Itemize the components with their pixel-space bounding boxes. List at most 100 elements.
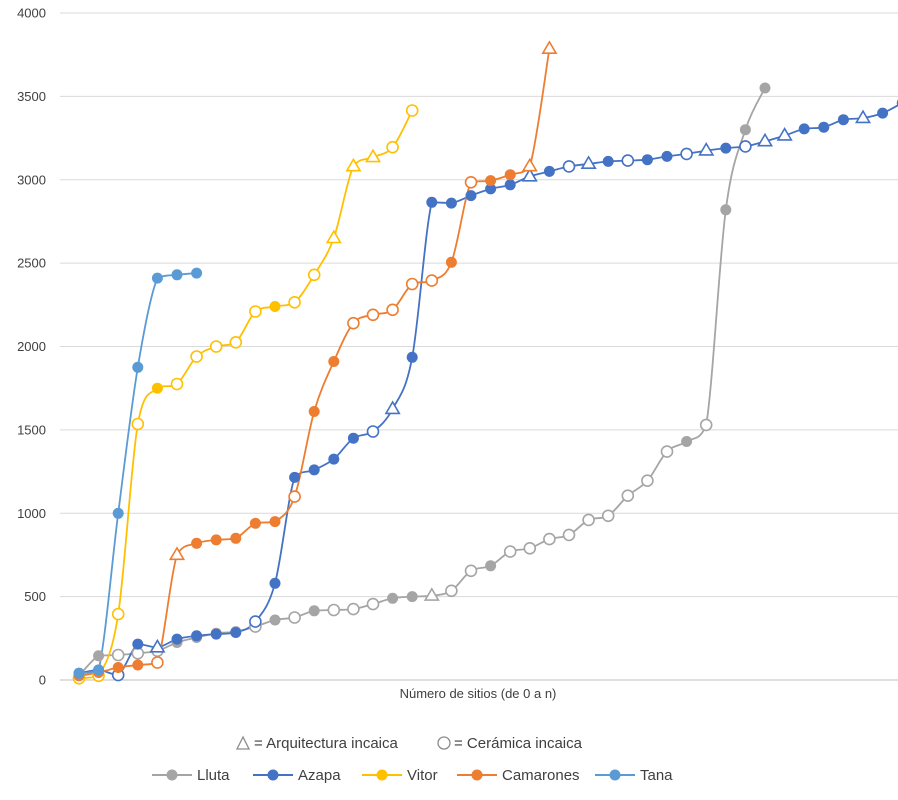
point-azapa-20: [465, 190, 477, 202]
point-azapa-40-triangle: [855, 109, 871, 124]
point-camarones-20-open: [464, 176, 478, 189]
point-azapa-4-triangle: [149, 638, 166, 653]
point-vitor-15-triangle: [365, 148, 381, 163]
point-camarones-24-triangle: [541, 40, 558, 55]
point-camarones-17-open: [405, 277, 419, 291]
point-lluta-15-open: [366, 597, 380, 611]
point-azapa-32-triangle: [698, 142, 715, 156]
point-lluta-25-open: [562, 528, 576, 542]
legend-item-azapa: Azapa: [253, 767, 341, 784]
point-vitor-9-open: [249, 305, 262, 318]
point-lluta-31: [681, 436, 693, 447]
legend-item-camarones: Camarones: [457, 767, 580, 784]
y-tick-label-3500: 3500: [17, 89, 46, 104]
point-camarones-23-triangle: [521, 157, 538, 172]
point-vitor-12-open: [307, 268, 321, 282]
point-azapa-13: [328, 453, 340, 465]
legend-label-lluta: Lluta: [197, 767, 230, 784]
point-azapa-23-triangle: [521, 167, 538, 182]
point-azapa-18: [426, 196, 438, 208]
point-lluta-1: [93, 650, 105, 662]
gridlines: [60, 12, 898, 681]
point-tana-3: [132, 361, 144, 373]
point-camarones-9: [249, 517, 261, 529]
y-tick-label-500: 500: [24, 589, 46, 604]
point-vitor-8-open: [229, 335, 243, 349]
series-line-vitor: [78, 110, 413, 680]
legend-label-camarones: Camarones: [502, 767, 580, 784]
point-camarones-4-open: [151, 656, 164, 669]
point-azapa-28-open: [621, 154, 635, 167]
point-vitor-5-open: [170, 377, 184, 391]
y-tick-label-2000: 2000: [17, 339, 46, 354]
point-lluta-13-open: [327, 603, 341, 617]
point-vitor-3-open: [131, 417, 145, 431]
legend-marker-tana: [609, 769, 621, 781]
point-azapa-8: [230, 627, 242, 638]
point-lluta-29-open: [641, 474, 654, 488]
point-camarones-18-open: [425, 274, 439, 287]
marker-legend-arquitectura-label: = Arquitectura incaica: [254, 735, 398, 752]
marker-legend-arquitectura: = Arquitectura incaica: [235, 735, 398, 752]
point-camarones-21: [485, 175, 497, 187]
point-azapa-24: [543, 165, 555, 177]
point-lluta-28-open: [621, 489, 635, 503]
point-lluta-12: [308, 605, 320, 617]
point-lluta-24-open: [543, 532, 556, 546]
point-vitor-4: [151, 382, 163, 394]
y-axis-tick-labels: 0 500 1000 1500 2000 2500 3000 3500 4000: [17, 6, 46, 688]
point-azapa-38: [818, 121, 830, 133]
legend-marker-lluta: [166, 769, 178, 781]
series-markers: [72, 40, 898, 685]
legend-marker-camarones: [471, 769, 483, 781]
point-azapa-10: [269, 577, 281, 589]
point-camarones-8: [230, 532, 242, 544]
point-lluta-35: [759, 82, 771, 94]
y-tick-label-3000: 3000: [17, 172, 46, 187]
point-vitor-7-open: [209, 340, 223, 353]
point-lluta-18-triangle: [423, 587, 440, 601]
point-azapa-36-triangle: [776, 127, 793, 141]
marker-legend: = Arquitectura incaica = Cerámica incaic…: [235, 735, 583, 752]
point-camarones-2: [112, 662, 124, 673]
point-lluta-26-open: [582, 513, 595, 527]
point-azapa-7: [210, 628, 222, 640]
point-camarones-13: [328, 356, 340, 367]
point-vitor-11-open: [288, 295, 301, 309]
point-vitor-10: [269, 301, 281, 312]
point-azapa-11: [289, 471, 301, 483]
point-azapa-16-triangle: [384, 400, 401, 415]
point-camarones-12: [308, 406, 320, 417]
point-vitor-14-triangle: [345, 157, 362, 172]
y-tick-label-4000: 4000: [17, 6, 46, 21]
series-lines: [78, 48, 898, 680]
point-camarones-19: [445, 256, 457, 268]
point-azapa-9-open: [249, 615, 262, 628]
point-camarones-5-triangle: [168, 546, 186, 561]
point-vitor-6-open: [190, 350, 203, 363]
point-azapa-33: [720, 142, 732, 154]
legend-marker-vitor: [376, 769, 388, 781]
point-azapa-21: [485, 183, 497, 195]
point-azapa-14: [347, 432, 359, 444]
point-lluta-34: [739, 124, 751, 136]
legend-marker-azapa: [267, 769, 279, 781]
point-azapa-6: [191, 630, 203, 642]
point-azapa-17: [406, 351, 418, 363]
legend-label-azapa: Azapa: [298, 767, 341, 784]
y-tick-label-0: 0: [39, 673, 46, 688]
point-azapa-29: [641, 154, 653, 166]
point-tana-0: [73, 667, 85, 679]
point-camarones-6: [191, 537, 203, 549]
point-camarones-22: [504, 169, 516, 181]
point-lluta-33: [720, 204, 732, 216]
point-lluta-14-open: [347, 602, 360, 616]
point-vitor-16-open: [386, 140, 399, 154]
point-tana-1: [93, 664, 105, 676]
x-axis-label: Número de sitios (de 0 a n): [400, 686, 557, 701]
legend-item-tana: Tana: [595, 767, 673, 784]
legend-item-lluta: Lluta: [152, 767, 230, 784]
legend-label-tana: Tana: [640, 767, 673, 784]
point-camarones-11-open: [288, 490, 301, 503]
point-azapa-39: [837, 114, 849, 126]
